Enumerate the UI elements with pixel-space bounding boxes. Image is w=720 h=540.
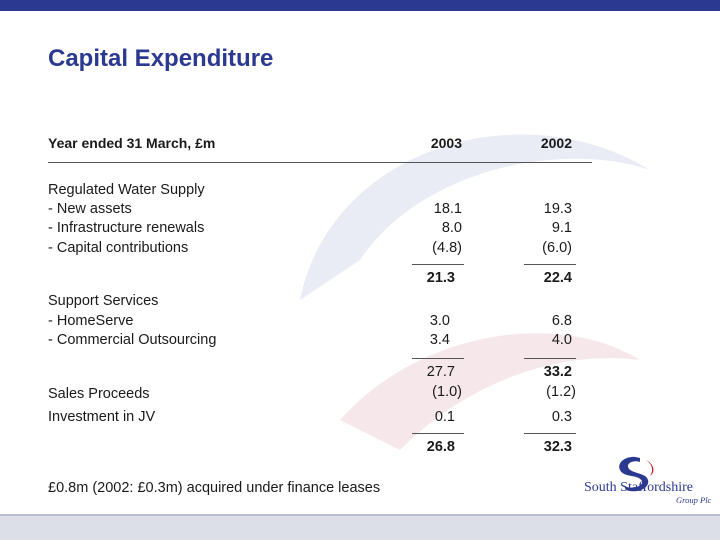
column-header-2003: 2003 bbox=[430, 135, 462, 151]
header-rule bbox=[48, 162, 592, 163]
subtotal-rule-2002 bbox=[524, 264, 576, 265]
south-staffordshire-logo bbox=[619, 456, 654, 492]
row-label-commercial-outsourcing: - Commercial Outsourcing bbox=[48, 332, 217, 348]
value-2002-infrastructure-renewals: 9.1 bbox=[551, 220, 572, 236]
row-label-investment-jv: Investment in JV bbox=[48, 409, 156, 425]
subtotal-2003-support: 27.7 bbox=[426, 364, 455, 380]
value-2003-investment-jv: 0.1 bbox=[434, 409, 455, 425]
row-label-sales-proceeds: Sales Proceeds bbox=[48, 386, 150, 402]
total-2003: 26.8 bbox=[426, 439, 455, 455]
column-header-label: Year ended 31 March, £m bbox=[48, 135, 216, 151]
value-2003-capital-contributions: (4.8) bbox=[432, 240, 462, 256]
value-2003-infrastructure-renewals: 8.0 bbox=[441, 220, 462, 236]
value-2002-homeserve: 6.8 bbox=[551, 313, 572, 329]
top-brand-bar bbox=[0, 0, 720, 11]
bottom-bar bbox=[0, 514, 720, 540]
subtotal-rule-2003 bbox=[412, 264, 464, 265]
column-header-2002: 2002 bbox=[540, 135, 572, 151]
value-2002-investment-jv: 0.3 bbox=[551, 409, 572, 425]
value-2002-sales-proceeds: (1.2) bbox=[546, 384, 576, 400]
value-2003-sales-proceeds: (1.0) bbox=[432, 384, 462, 400]
value-2003-commercial-outsourcing: 3.4 bbox=[429, 332, 450, 348]
page-title: Capital Expenditure bbox=[48, 45, 274, 72]
total-rule-2003 bbox=[412, 433, 464, 434]
logo-name: South Staffordshire bbox=[584, 480, 694, 495]
logo-sub: Group Plc bbox=[676, 495, 712, 505]
footnote: £0.8m (2002: £0.3m) acquired under finan… bbox=[48, 480, 381, 496]
value-2002-new-assets: 19.3 bbox=[543, 201, 572, 217]
subtotal-2003-regulated: 21.3 bbox=[426, 270, 455, 286]
row-label-capital-contributions: - Capital contributions bbox=[48, 240, 189, 256]
total-2002: 32.3 bbox=[543, 439, 572, 455]
row-label-homeserve: - HomeServe bbox=[48, 313, 134, 329]
value-2002-capital-contributions: (6.0) bbox=[542, 240, 572, 256]
subtotal-rule-2002-support bbox=[524, 358, 576, 359]
subtotal-rule-2003-support bbox=[412, 358, 464, 359]
row-label-new-assets: - New assets bbox=[48, 201, 132, 217]
value-2003-new-assets: 18.1 bbox=[433, 201, 462, 217]
subtotal-2002-regulated: 22.4 bbox=[543, 270, 572, 286]
subtotal-2002-support: 33.2 bbox=[543, 364, 572, 380]
bottom-bar-line bbox=[0, 514, 720, 516]
section-title-regulated: Regulated Water Supply bbox=[48, 182, 205, 198]
row-label-infrastructure-renewals: - Infrastructure renewals bbox=[48, 220, 205, 236]
section-title-support: Support Services bbox=[48, 293, 159, 309]
value-2002-commercial-outsourcing: 4.0 bbox=[551, 332, 572, 348]
value-2003-homeserve: 3.0 bbox=[429, 313, 450, 329]
total-rule-2002 bbox=[524, 433, 576, 434]
